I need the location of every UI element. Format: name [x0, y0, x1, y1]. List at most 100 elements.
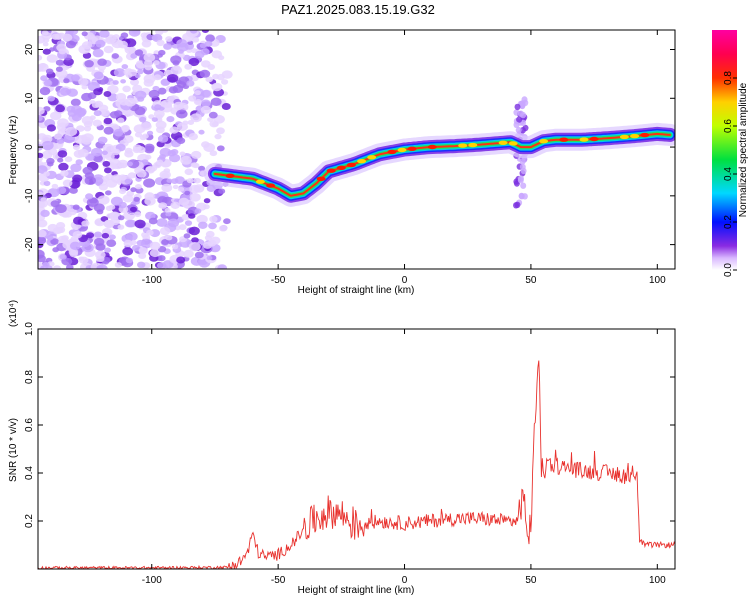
- colorbar-tick-label: 0.8: [723, 71, 734, 85]
- noise-speckle: [54, 133, 63, 140]
- x-tick-label: 50: [525, 575, 537, 586]
- noise-speckle: [206, 185, 216, 192]
- noise-speckle: [200, 105, 212, 114]
- noise-speckle: [205, 76, 213, 83]
- noise-speckle: [41, 134, 53, 144]
- noise-speckle: [139, 116, 147, 123]
- noise-speckle: [204, 40, 213, 47]
- noise-speckle: [43, 180, 51, 187]
- noise-speckle: [208, 222, 217, 230]
- noise-speckle: [43, 79, 53, 87]
- noise-speckle: [216, 127, 225, 135]
- noise-speckle: [143, 178, 156, 188]
- noise-speckle: [104, 247, 111, 253]
- noise-speckle: [198, 221, 208, 229]
- noise-speckle: [38, 114, 43, 122]
- snr-y-multiplier: (x10⁴): [8, 300, 19, 327]
- noise-speckle: [146, 229, 154, 236]
- noise-speckle: [84, 60, 94, 68]
- noise-speckle: [155, 120, 167, 130]
- noise-speckle: [189, 193, 201, 202]
- noise-speckle: [94, 237, 105, 246]
- x-tick-label: -100: [142, 575, 162, 586]
- noise-speckle: [56, 186, 67, 195]
- noise-speckle: [143, 53, 156, 63]
- noise-speckle: [72, 231, 83, 239]
- spectrogram-ylabel: Frequency (Hz): [8, 116, 19, 185]
- noise-speckle: [167, 150, 176, 157]
- noise-speckle: [65, 40, 76, 49]
- noise-speckle: [50, 238, 59, 245]
- ridge-hotspot: [266, 183, 276, 188]
- ridge-hotspot: [255, 179, 265, 184]
- noise-speckle: [157, 134, 169, 143]
- noise-speckle: [109, 212, 120, 220]
- noise-speckle: [145, 154, 152, 160]
- noise-speckle: [46, 54, 58, 63]
- noise-speckle: [166, 178, 173, 183]
- noise-speckle: [56, 222, 66, 230]
- noise-speckle: [96, 255, 105, 262]
- noise-speckle: [123, 135, 134, 144]
- noise-speckle: [191, 150, 202, 159]
- noise-speckle: [205, 230, 215, 238]
- noise-speckle: [105, 190, 112, 196]
- noise-speckle: [55, 66, 63, 72]
- noise-speckle: [54, 33, 64, 40]
- noise-speckle: [64, 156, 73, 163]
- chart-title: PAZ1.2025.083.15.19.G32: [281, 2, 435, 17]
- noise-speckle: [211, 50, 223, 59]
- noise-speckle: [211, 82, 223, 92]
- noise-speckle: [105, 205, 113, 211]
- noise-speckle: [207, 117, 214, 122]
- noise-speckle: [134, 211, 142, 218]
- noise-speckle: [42, 48, 51, 55]
- noise-speckle: [81, 136, 92, 145]
- noise-speckle: [46, 235, 54, 241]
- noise-speckle: [130, 78, 139, 86]
- noise-speckle: [122, 194, 134, 203]
- noise-speckle: [201, 141, 210, 148]
- noise-speckle: [102, 160, 111, 167]
- noise-speckle: [47, 161, 54, 167]
- ridge-hotspot: [498, 140, 508, 145]
- noise-speckle: [69, 250, 78, 258]
- noise-speckle: [118, 201, 127, 209]
- noise-speckle: [55, 204, 67, 214]
- noise-speckle: [134, 219, 146, 229]
- snr-series-line: [38, 360, 675, 569]
- ridge-hotspot: [458, 143, 468, 148]
- noise-speckle: [148, 217, 158, 225]
- noise-speckle: [126, 161, 133, 167]
- noise-speckle: [166, 74, 179, 83]
- noise-speckle: [196, 214, 208, 224]
- noise-speckle: [191, 237, 199, 244]
- y-tick-label: 0.8: [24, 370, 35, 384]
- noise-speckle: [157, 255, 166, 262]
- noise-speckle: [140, 122, 152, 131]
- noise-speckle: [138, 252, 147, 259]
- noise-speckle: [195, 99, 202, 104]
- noise-speckle: [173, 65, 181, 71]
- noise-speckle: [176, 256, 186, 264]
- burst-speckle: [520, 167, 527, 175]
- noise-speckle: [133, 196, 140, 202]
- noise-speckle: [202, 241, 213, 249]
- spectrogram-xlabel: Height of straight line (km): [298, 285, 415, 296]
- noise-speckle: [136, 170, 147, 178]
- noise-speckle: [62, 33, 73, 42]
- noise-speckle: [186, 80, 195, 87]
- noise-speckle: [194, 90, 201, 96]
- noise-speckle: [73, 144, 80, 150]
- noise-speckle: [38, 165, 48, 174]
- noise-speckle: [53, 265, 61, 269]
- noise-speckle: [157, 262, 167, 269]
- noise-speckle: [101, 150, 108, 156]
- noise-speckle: [38, 152, 44, 158]
- noise-speckle: [40, 209, 50, 217]
- noise-speckle: [177, 122, 188, 131]
- noise-speckle: [183, 233, 191, 239]
- noise-speckle: [130, 206, 137, 213]
- noise-speckle: [158, 202, 168, 209]
